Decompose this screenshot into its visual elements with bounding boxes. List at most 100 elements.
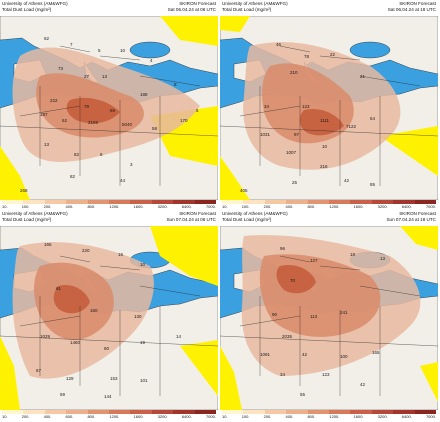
low-dust-area — [220, 346, 242, 410]
dust-map: 166 220 16 10 61 150 130 1029 1460 60 19 14 67 129 153… — [0, 226, 218, 410]
colorbar-tick-label: 100. — [21, 204, 30, 209]
map-svg: 96 127 18 13 70 90 113 241 2035 1091 42 100 165 34 123… — [220, 226, 438, 410]
country-border — [0, 335, 218, 347]
dust-plume — [276, 264, 316, 294]
dust-value-label: 61 — [56, 286, 62, 291]
country-border — [139, 285, 201, 297]
country-border — [19, 315, 81, 327]
colorbar: 10. 100. 200. 400. 800. 1200. 1600. 3200. 6400. 7… — [220, 410, 438, 420]
institution-label: University of Athens (AM&WFG) — [222, 1, 288, 6]
dust-value-label: 3 — [130, 162, 133, 167]
country-border — [59, 45, 91, 53]
dust-value-label: 42 — [302, 352, 308, 357]
low-dust-area — [150, 226, 218, 286]
dust-value-label: 6 — [100, 152, 103, 157]
colorbar-tick-label: 6400. — [181, 204, 192, 209]
colorbar-ticks: 10. 100. 200. 400. 800. 1200. 1600. 3200. 6400. 7… — [2, 204, 216, 210]
colorbar-tick-label: 3200. — [377, 204, 388, 209]
dust-value-label: 19 — [140, 340, 146, 345]
colorbar-tick-label: 800. — [307, 204, 316, 209]
low-dust-area — [420, 362, 438, 402]
dust-value-label: 2169 — [88, 120, 99, 125]
colorbar-tick-label: 600. — [65, 414, 74, 419]
country-border — [279, 255, 311, 263]
low-dust-area — [400, 226, 438, 250]
dust-value-label: 188 — [140, 92, 148, 97]
dust-value-label: 5 — [98, 48, 101, 53]
colorbar-tick-label: 200. — [263, 414, 272, 419]
colorbar-tick-label: 3200. — [157, 414, 168, 419]
dust-value-label: 62 — [62, 118, 68, 123]
dust-value-label: 166 — [44, 242, 52, 247]
dust-value-label: 1091 — [260, 352, 271, 357]
colorbar-swatch — [307, 200, 330, 204]
colorbar-swatch — [130, 410, 152, 414]
dust-value-label: 113 — [310, 314, 318, 319]
dust-value-label: 58 — [152, 126, 158, 131]
dust-map: 62 7 5 10 4 73 27 13 222 79 69 188 8 187 62 2169 5040 58 1… — [0, 16, 218, 200]
dust-value-label: 22 — [330, 52, 336, 57]
dust-value-label: 101 — [140, 378, 148, 383]
low-dust-area — [220, 156, 250, 200]
colorbar-swatch — [173, 410, 195, 414]
dust-value-label: 220 — [82, 248, 90, 253]
colorbar-swatch — [222, 410, 244, 414]
dust-value-label: 7 — [70, 42, 73, 47]
dust-value-label: 268 — [20, 188, 28, 193]
dust-value-label: 13 — [102, 74, 108, 79]
dust-value-label: 4 — [150, 58, 153, 63]
dust-value-label: 96 — [280, 246, 286, 251]
dust-value-label: 34 — [280, 372, 286, 377]
country-border — [0, 125, 218, 137]
colorbar-swatch — [23, 410, 45, 414]
dust-map: 96 127 18 13 70 90 113 241 2035 1091 42 100 165 34 123… — [220, 226, 438, 410]
dust-value-label: 59 — [60, 392, 66, 397]
colorbar-ticks: 10. 100. 200. 400. 800. 1200. 1600. 3200. 6400. 7… — [222, 204, 436, 210]
colorbar-swatch — [243, 410, 265, 414]
dust-value-label: 10 — [322, 144, 328, 149]
colorbar-swatch — [44, 200, 67, 204]
colorbar-swatch — [151, 200, 174, 204]
valid-time-label: Sat 06.04.24 at 06 UTC — [167, 7, 216, 12]
dust-value-label: 13 — [44, 142, 50, 147]
variable-label: Total Dust Load (mg/m²) — [2, 217, 52, 222]
dust-value-label: 14 — [176, 334, 182, 339]
dust-value-label: 73 — [58, 66, 64, 71]
country-border — [239, 105, 301, 117]
colorbar-tick-label: 10. — [2, 414, 8, 419]
panel-header: University of Athens (AM&WFG) Total Dust … — [0, 0, 218, 16]
dust-value-label: 405 — [240, 188, 248, 193]
colorbar-tick-label: 1600. — [133, 204, 144, 209]
dust-value-label: 144 — [104, 394, 112, 399]
colorbar-tick-label: 10. — [2, 204, 8, 209]
colorbar-swatch — [286, 200, 308, 204]
colorbar-tick-label: 800. — [87, 204, 96, 209]
colorbar-swatch — [393, 410, 415, 414]
dust-map: 46 78 22 210 21 34 123 1111 7122 64 1031 97 10 1007 21… — [220, 16, 438, 200]
colorbar-swatch — [109, 200, 131, 204]
dust-value-label: 210 — [290, 70, 298, 75]
model-label: SKIRON Forecast — [179, 1, 216, 6]
colorbar-swatch — [194, 200, 217, 204]
colorbar-tick-label: 7000. — [425, 204, 436, 209]
country-border — [239, 315, 301, 327]
country-border — [19, 105, 81, 117]
model-label: SKIRON Forecast — [399, 1, 436, 6]
colorbar-tick-label: 7000. — [205, 414, 216, 419]
forecast-panel: University of Athens (AM&WFG) Total Dust … — [0, 210, 218, 420]
colorbar-tick-label: 400. — [43, 414, 52, 419]
dust-value-label: 34 — [264, 104, 270, 109]
colorbar-swatch — [286, 410, 308, 414]
dust-value-label: 241 — [340, 310, 348, 315]
institution-label: University of Athens (AM&WFG) — [222, 211, 288, 216]
dust-value-label: 5 — [196, 108, 199, 113]
low-dust-area — [0, 336, 20, 410]
dust-value-label: 42 — [360, 382, 366, 387]
dust-value-label: 216 — [320, 164, 328, 169]
country-border — [319, 55, 361, 61]
black-sea — [129, 41, 171, 59]
model-label: SKIRON Forecast — [179, 211, 216, 216]
dust-value-label: 78 — [304, 54, 310, 59]
colorbar-tick-label: 200. — [21, 414, 30, 419]
dust-value-label: 82 — [74, 152, 80, 157]
